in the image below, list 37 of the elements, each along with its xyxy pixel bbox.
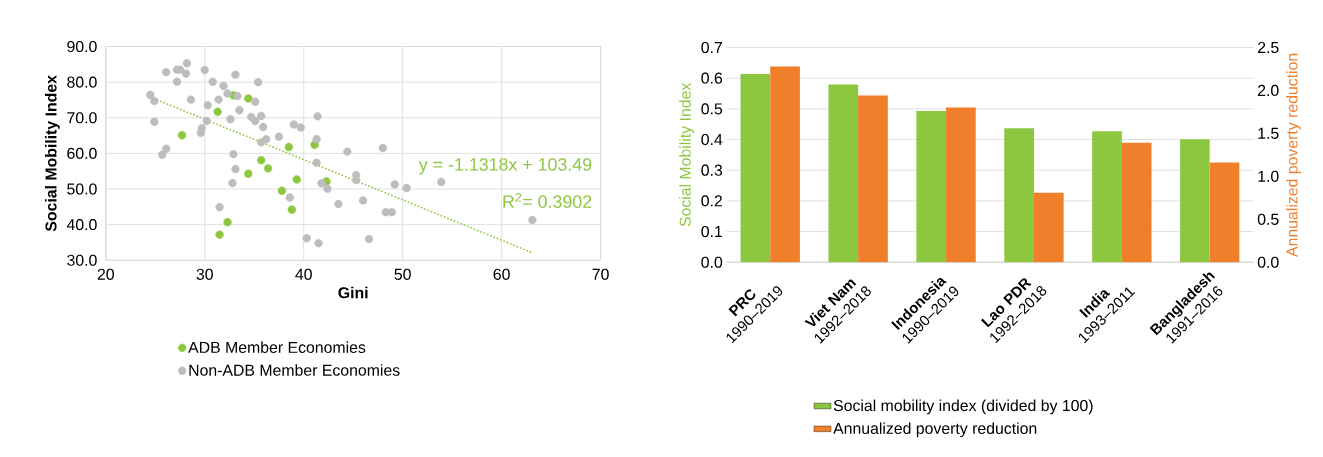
y2-tick-label: 1.0	[1258, 170, 1279, 182]
y-tick-label: 0.4	[701, 133, 723, 146]
y-tick-label: 80.0	[67, 76, 97, 88]
x-tick-label: 20	[97, 268, 114, 280]
y-tick-label: 60.0	[67, 147, 97, 159]
annotation: y = -1.1318x + 103.49	[418, 158, 592, 175]
y-tick-label: 30.0	[67, 254, 97, 266]
y-tick-label: 0.2	[701, 195, 722, 207]
y-tick-label: 0.3	[701, 164, 723, 176]
y-tick-label: 90.0	[67, 40, 97, 53]
legend-label: Annualized poverty reduction	[833, 422, 1037, 438]
y2-tick-label: 0.0	[1257, 256, 1279, 268]
y-tick-label: 0.7	[701, 41, 722, 54]
legend-label: Social mobility index (divided by 100)	[833, 399, 1093, 415]
y2-tick-label: 2.0	[1258, 84, 1279, 96]
x-tick-label: 40	[295, 268, 312, 280]
y2-tick-label: 0.5	[1257, 213, 1279, 225]
y-tick-label: 0.6	[701, 72, 723, 84]
x-tick-label: 70	[592, 268, 609, 280]
x-axis-title: Gini	[338, 286, 368, 299]
legend-label: ADB Member Economies	[188, 341, 366, 353]
annotation: R$^{2}$= 0.3902	[503, 192, 592, 208]
y-axis-title: Social Mobility Index	[679, 82, 694, 227]
y-tick-label: 70.0	[67, 112, 97, 124]
x-tick-label: 60	[493, 268, 510, 280]
y-tick-label: 50.0	[67, 183, 97, 195]
x-tick-label: 50	[394, 268, 411, 280]
y2-tick-label: 1.5	[1258, 127, 1279, 139]
x-tick-label: 30	[196, 268, 213, 280]
y-tick-label: 0.0	[701, 256, 723, 268]
y-tick-label: 40.0	[66, 218, 97, 231]
legend-label: Non-ADB Member Economies	[189, 364, 400, 376]
y-tick-label: 0.5	[701, 103, 723, 115]
y-axis-title: Social Mobility Index	[44, 75, 60, 232]
y2-axis-title: Annualized poverty reduction	[1286, 53, 1301, 257]
y2-tick-label: 2.5	[1258, 41, 1279, 54]
y-tick-label: 0.1	[701, 225, 722, 238]
